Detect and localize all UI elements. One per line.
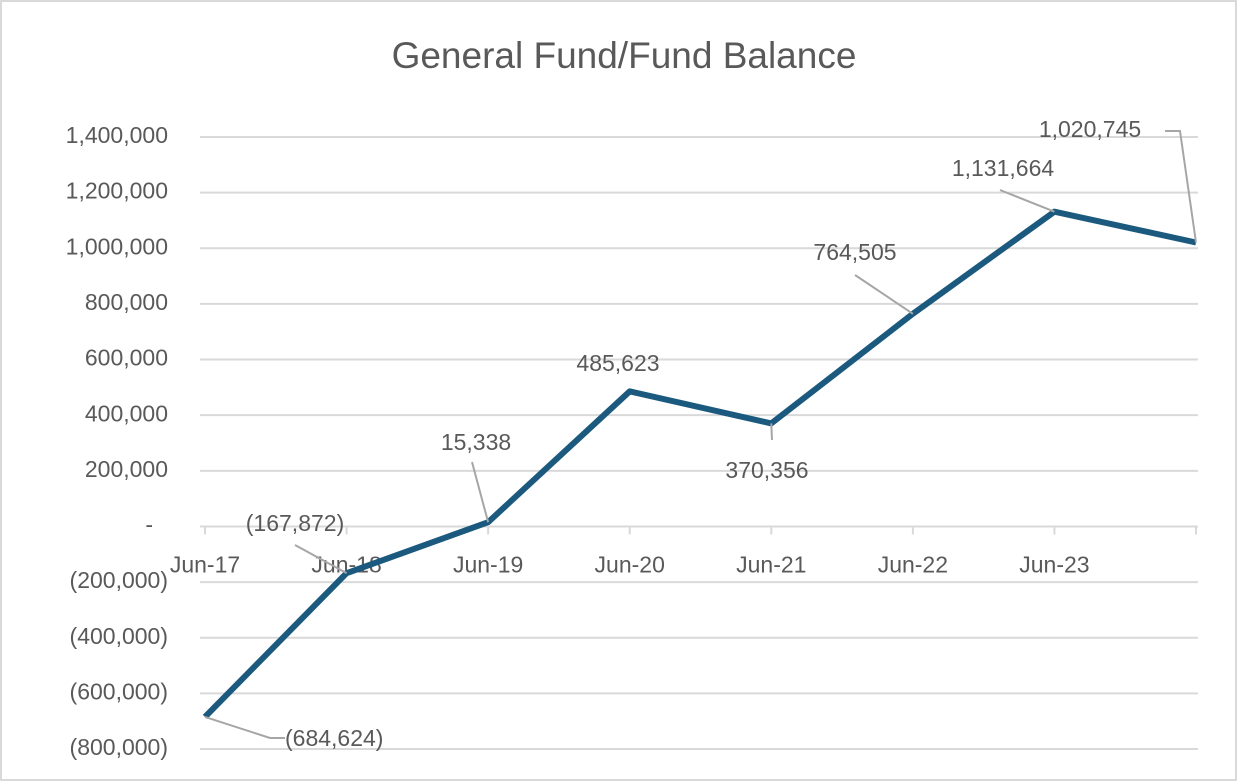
leader-line [770, 423, 773, 441]
y-tick-label: (200,000) [70, 567, 168, 593]
data-label: (684,624) [285, 725, 383, 751]
leader-line [854, 274, 914, 315]
leader-line [471, 461, 490, 523]
leader-line [999, 189, 1055, 213]
data-line [202, 208, 1197, 720]
x-tick-label: Jun-17 [170, 552, 240, 578]
y-tick-label: 400,000 [85, 400, 168, 426]
y-tick-label: - [145, 512, 153, 538]
data-label: 1,020,745 [1039, 116, 1141, 142]
y-tick-label: (600,000) [70, 678, 168, 704]
y-tick-label: (400,000) [70, 623, 168, 649]
data-label: 15,338 [441, 429, 511, 455]
y-tick-label: 800,000 [85, 289, 168, 315]
data-label: 1,131,664 [952, 155, 1055, 181]
y-tick-label: 200,000 [85, 456, 168, 482]
y-tick-label: (800,000) [70, 734, 168, 760]
x-tick-label: Jun-19 [453, 552, 523, 578]
data-label: 485,623 [576, 350, 659, 376]
x-tick-label: Jun-23 [1019, 552, 1089, 578]
x-tick-label: Jun-20 [595, 552, 665, 578]
x-tick-label: Jun-22 [878, 552, 948, 578]
chart-title: General Fund/Fund Balance [392, 35, 857, 76]
leader-line [1165, 130, 1197, 243]
leader-line [204, 715, 285, 739]
y-tick-label: 1,200,000 [66, 178, 168, 204]
leader-line [294, 544, 348, 575]
data-label: 764,505 [813, 239, 896, 265]
y-tick-label: 600,000 [85, 345, 168, 371]
y-tick-label: 1,000,000 [66, 233, 168, 259]
data-label: (167,872) [246, 510, 344, 536]
y-tick-label: 1,400,000 [66, 122, 168, 148]
data-label: 370,356 [725, 457, 808, 483]
x-tick-label: Jun-21 [736, 552, 806, 578]
